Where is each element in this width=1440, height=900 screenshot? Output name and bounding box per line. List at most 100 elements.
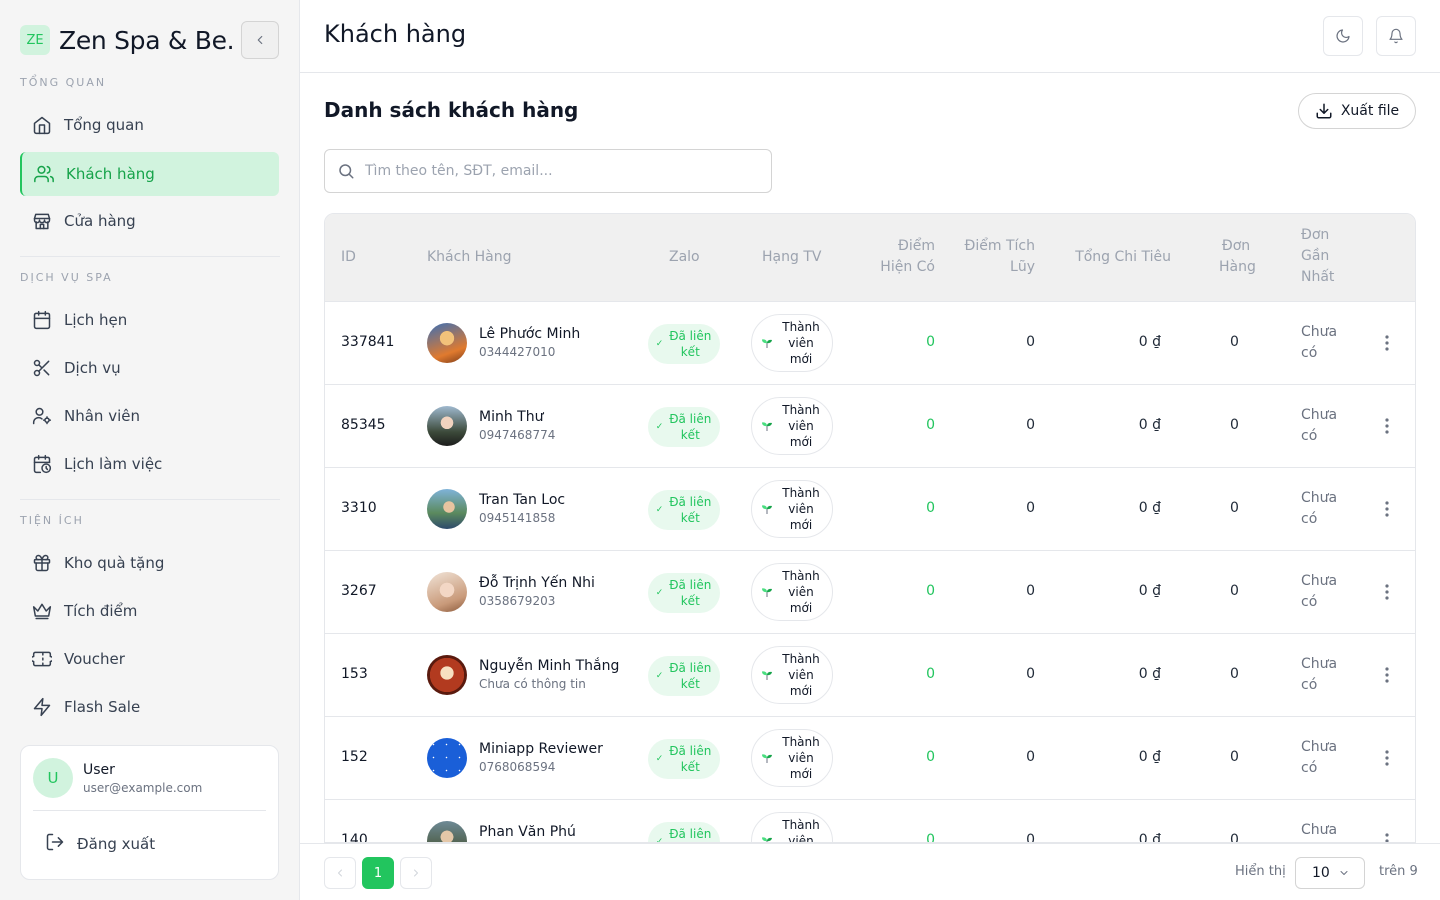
- search-input[interactable]: [365, 163, 745, 179]
- column-header-customer[interactable]: Khách Hàng: [427, 249, 512, 265]
- check-icon: ✓: [655, 422, 664, 432]
- zalo-status-badge: ✓ Đã liên kết: [648, 490, 720, 530]
- order-count: 0: [1230, 583, 1239, 599]
- total-spend: 0 ₫: [1138, 334, 1161, 350]
- member-tier-line: viên: [788, 751, 814, 765]
- last-order-line: có: [1301, 760, 1318, 776]
- user-email: user@example.com: [83, 781, 203, 795]
- next-page-button[interactable]: [400, 857, 432, 889]
- row-actions-button[interactable]: [1377, 746, 1397, 770]
- logout-label: Đăng xuất: [77, 835, 156, 853]
- collapse-sidebar-button[interactable]: [241, 21, 279, 59]
- customer-id: 153: [341, 666, 368, 682]
- column-header-zalo[interactable]: Zalo: [669, 249, 700, 265]
- sidebar-divider: [20, 256, 280, 257]
- zalo-status-line: kết: [680, 760, 700, 774]
- total-spend: 0 ₫: [1138, 417, 1161, 433]
- sidebar-item-overview[interactable]: Tổng quan: [20, 103, 279, 147]
- sprout-icon: [761, 503, 773, 515]
- member-tier-line: Thành: [782, 818, 820, 832]
- zalo-status-line: Đã liên: [669, 329, 712, 343]
- sidebar-item-gift-store[interactable]: Kho quà tặng: [20, 541, 279, 585]
- sidebar-item-customers[interactable]: Khách hàng: [20, 152, 279, 196]
- zalo-status-label: Đã liên kết: [668, 577, 712, 609]
- column-header-accumulated-points[interactable]: Điểm Tích Lũy: [965, 236, 1035, 278]
- member-tier-line: Thành: [782, 569, 820, 583]
- zalo-status-badge: ✓ Đã liên kết: [648, 407, 720, 447]
- table-row[interactable]: 337841 Lê Phước Minh 0344427010 ✓ Đã liên kết…: [325, 302, 1415, 385]
- column-header-tier[interactable]: Hạng TV: [762, 249, 822, 265]
- sidebar-item-label: Cửa hàng: [64, 212, 136, 230]
- column-header-current-points[interactable]: Điểm Hiện Có: [880, 236, 935, 278]
- last-order-line: Chưa: [1301, 656, 1338, 672]
- customer-avatar: [427, 655, 467, 695]
- member-tier-line: viên: [788, 419, 814, 433]
- customer-phone: Chưa có thông tin: [479, 677, 586, 691]
- last-order-line: Chưa: [1301, 739, 1338, 755]
- column-header-id[interactable]: ID: [341, 249, 356, 265]
- table-row[interactable]: 3267 Đỗ Trịnh Yến Nhi 0358679203 ✓ Đã liên kế…: [325, 551, 1415, 634]
- sidebar-item-voucher[interactable]: Voucher: [20, 637, 279, 681]
- sidebar-item-services[interactable]: Dịch vụ: [20, 346, 279, 390]
- customer-name: Đỗ Trịnh Yến Nhi: [479, 575, 595, 591]
- customer-phone: 0768068594: [479, 760, 556, 774]
- customer-avatar: [427, 738, 467, 778]
- table-row[interactable]: 3310 Tran Tan Loc 0945141858 ✓ Đã liên kết Thà…: [325, 468, 1415, 551]
- sidebar-item-label: Voucher: [64, 650, 125, 668]
- row-actions-button[interactable]: [1377, 829, 1397, 842]
- page-1-button[interactable]: 1: [362, 857, 394, 889]
- row-actions-button[interactable]: [1377, 414, 1397, 438]
- last-order-line: có: [1301, 345, 1318, 361]
- notifications-button[interactable]: [1376, 16, 1416, 56]
- zalo-status-line: Đã liên: [669, 661, 712, 675]
- sidebar-item-flash-sale[interactable]: Flash Sale: [20, 685, 279, 729]
- column-header-line: Nhất: [1301, 269, 1335, 285]
- last-order-line: Chưa: [1301, 407, 1338, 423]
- column-header-total-spend[interactable]: Tổng Chi Tiêu: [1075, 249, 1171, 265]
- table-row[interactable]: 85345 Minh Thư 0947468774 ✓ Đã liên kết Thành v…: [325, 385, 1415, 468]
- sidebar-item-schedule[interactable]: Lịch làm việc: [20, 442, 279, 486]
- table-row[interactable]: 153 Nguyễn Minh Thắng Chưa có thông tin ✓ Đã…: [325, 634, 1415, 717]
- sidebar: ZE Zen Spa & Be... TỔNG QUAN Tổng quan K…: [0, 0, 300, 900]
- order-count: 0: [1230, 832, 1239, 843]
- accumulated-points: 0: [1026, 666, 1035, 682]
- zalo-status-line: Đã liên: [669, 412, 712, 426]
- member-tier-line: viên: [788, 834, 814, 843]
- column-header-line: Điểm: [898, 238, 935, 254]
- customer-id: 85345: [341, 417, 386, 433]
- order-count: 0: [1230, 334, 1239, 350]
- sidebar-item-label: Kho quà tặng: [64, 554, 165, 572]
- sidebar-item-staff[interactable]: Nhân viên: [20, 394, 279, 438]
- row-actions-button[interactable]: [1377, 331, 1397, 355]
- member-tier-line: mới: [789, 352, 813, 366]
- table-row[interactable]: 152 Miniapp Reviewer 0768068594 ✓ Đã liên kết…: [325, 717, 1415, 800]
- order-count: 0: [1230, 666, 1239, 682]
- logout-button[interactable]: Đăng xuất: [45, 832, 155, 856]
- prev-page-button[interactable]: [324, 857, 356, 889]
- sidebar-item-label: Khách hàng: [66, 165, 155, 183]
- more-vertical-icon: [1385, 418, 1389, 434]
- sidebar-item-loyalty-points[interactable]: Tích điểm: [20, 589, 279, 633]
- sprout-icon: [761, 337, 773, 349]
- export-file-button[interactable]: Xuất file: [1298, 93, 1416, 129]
- customer-name: Miniapp Reviewer: [479, 741, 603, 757]
- column-header-orders[interactable]: Đơn Hàng: [1219, 236, 1256, 278]
- column-header-line: Hàng: [1219, 259, 1256, 275]
- column-header-last-order[interactable]: Đơn Gần Nhất: [1301, 225, 1334, 288]
- page-size-select[interactable]: 10: [1295, 857, 1365, 889]
- row-actions-button[interactable]: [1377, 663, 1397, 687]
- sidebar-item-appointments[interactable]: Lịch hẹn: [20, 298, 279, 342]
- chevron-down-icon: [1340, 871, 1348, 875]
- avatar: U: [33, 758, 73, 798]
- sidebar-item-store[interactable]: Cửa hàng: [20, 199, 279, 243]
- row-actions-button[interactable]: [1377, 497, 1397, 521]
- row-actions-button[interactable]: [1377, 580, 1397, 604]
- dark-mode-toggle[interactable]: [1323, 16, 1363, 56]
- member-tier-badge: Thành viên mới: [751, 729, 833, 787]
- member-tier-line: mới: [789, 518, 813, 532]
- column-header-line: Đơn: [1301, 227, 1330, 243]
- more-vertical-icon: [1385, 750, 1389, 766]
